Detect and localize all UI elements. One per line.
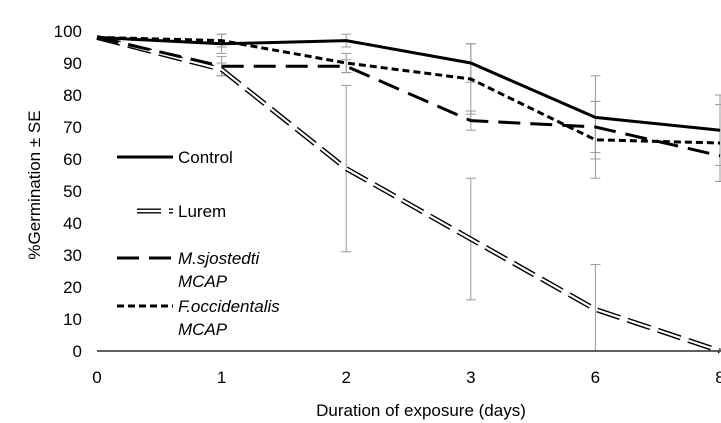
y-axis-title: %Germination ± SE	[25, 110, 44, 259]
legend-label: Lurem	[178, 202, 226, 221]
x-tick-label: 3	[466, 368, 475, 387]
y-tick-label: 90	[63, 54, 82, 73]
y-tick-label: 0	[73, 342, 82, 361]
legend: Control Lurem M.sjostedti MCAP F.occidentali…	[117, 148, 280, 339]
series-line-3	[96, 35, 721, 145]
series-lines	[96, 34, 721, 354]
x-axis-title: Duration of exposure (days)	[316, 401, 526, 420]
series-line-2	[96, 35, 721, 158]
y-tick-label: 80	[63, 86, 82, 105]
x-tick-label: 0	[92, 368, 101, 387]
y-axis-ticks: 0 10 20 30 40 50 60 70 80 90 100	[54, 22, 82, 361]
y-tick-label: 50	[63, 182, 82, 201]
y-tick-label: 20	[63, 278, 82, 297]
series-line-0	[96, 35, 721, 132]
y-tick-label: 30	[63, 246, 82, 265]
y-tick-label: 60	[63, 150, 82, 169]
legend-label: MCAP	[178, 320, 228, 339]
x-tick-label: 6	[591, 368, 600, 387]
y-tick-label: 40	[63, 214, 82, 233]
y-tick-label: 100	[54, 22, 82, 41]
legend-label: F.occidentalis	[178, 297, 280, 316]
x-tick-label: 2	[341, 368, 350, 387]
x-tick-label: 8	[715, 368, 721, 387]
series-line-1-inner	[96, 36, 721, 353]
y-tick-label: 10	[63, 310, 82, 329]
y-tick-label: 70	[63, 118, 82, 137]
legend-label: M.sjostedti	[178, 249, 260, 268]
x-tick-label: 1	[217, 368, 226, 387]
legend-label: MCAP	[178, 272, 228, 291]
error-bars	[216, 33, 721, 352]
x-axis-ticks: 0 1 2 3 6 8	[92, 368, 721, 387]
legend-label: Control	[178, 148, 233, 167]
